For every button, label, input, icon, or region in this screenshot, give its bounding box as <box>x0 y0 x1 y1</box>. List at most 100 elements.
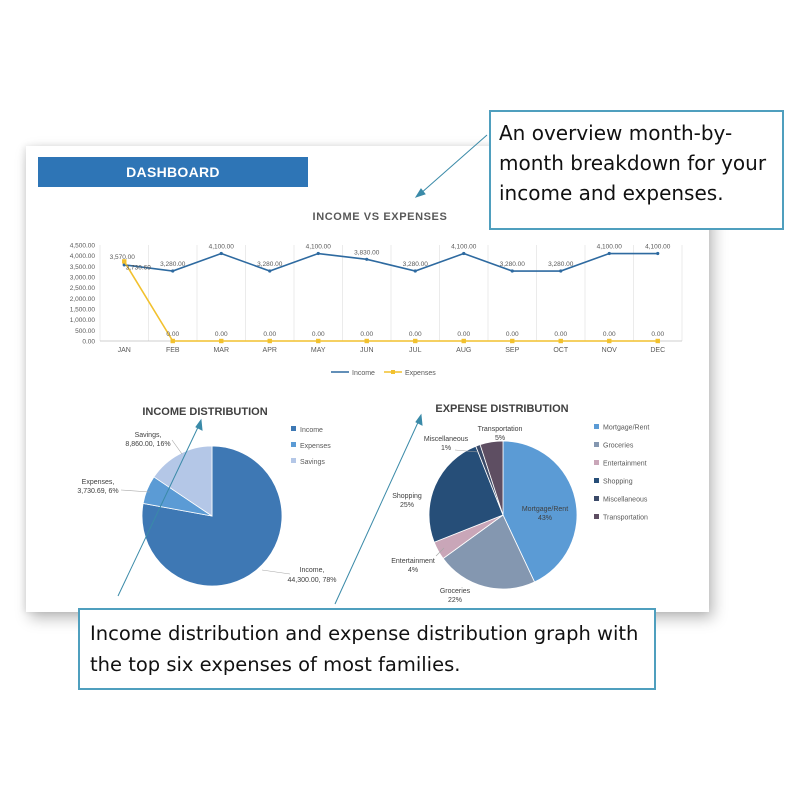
expense-slice-1 <box>442 514 536 590</box>
data-label: 0.00 <box>215 331 228 338</box>
expense-label-mortgage-2: 43% <box>538 515 552 522</box>
series-line-expenses <box>123 260 658 342</box>
y-tick-label: 3,000.00 <box>70 275 96 282</box>
income-pie-data-labels: Savings, 8,860.00, 16% Expenses, 3,730.6… <box>77 432 336 584</box>
data-label: 3,280.00 <box>548 261 574 268</box>
legend-expenses: Expenses <box>405 370 436 377</box>
expense-pie <box>428 440 578 590</box>
callout-distribution: Income distribution and expense distribu… <box>78 608 656 690</box>
y-tick-label: 2,500.00 <box>70 285 96 292</box>
income-point <box>268 269 272 273</box>
expense-legend-swatch <box>594 442 599 447</box>
income-point <box>559 269 563 273</box>
expense-legend-label: Transportation <box>603 515 648 522</box>
expense-label-entertainment-2: 4% <box>408 567 418 574</box>
income-point <box>607 251 611 256</box>
y-tick-label: 1,000.00 <box>70 317 96 324</box>
y-tick-label: 4,000.00 <box>70 253 96 260</box>
data-label: 0.00 <box>554 331 567 338</box>
x-tick-label: MAY <box>311 347 326 354</box>
arrow-to-income-pie <box>117 422 201 597</box>
expense-slice-3 <box>428 445 504 543</box>
x-tick-label: NOV <box>602 347 618 354</box>
income-point <box>413 269 417 273</box>
expenses-point <box>558 338 563 344</box>
expenses-point <box>655 338 660 344</box>
expense-label-groceries-1: Groceries <box>440 588 471 595</box>
expense-label-transport-2: 5% <box>495 435 505 442</box>
line-chart-legend: Income Expenses <box>331 370 436 377</box>
expense-legend-swatch <box>594 478 599 483</box>
income-point <box>171 269 175 273</box>
expense-legend-label: Shopping <box>603 479 633 486</box>
income-pie <box>141 445 283 587</box>
data-label: 4,100.00 <box>306 244 332 251</box>
expenses-point <box>461 338 466 344</box>
income-point <box>316 251 320 256</box>
arrow-head-income-pie <box>195 418 203 431</box>
callout-overview: An overview month-by-month breakdown for… <box>489 110 784 230</box>
expense-label-groceries-2: 22% <box>448 597 462 604</box>
series-line-income <box>124 252 658 272</box>
income-legend-savings: Savings <box>300 459 325 466</box>
expense-label-misc-2: 1% <box>441 445 451 452</box>
x-tick-label: DEC <box>650 347 665 354</box>
expense-pie-legend: Mortgage/Rent Groceries Entertainment Shopp… <box>594 424 649 522</box>
x-tick-label: FEB <box>166 347 180 354</box>
expense-label-mortgage-1: Mortgage/Rent <box>522 506 568 513</box>
y-tick-label: 3,500.00 <box>70 264 96 271</box>
line-chart-series: 3,570.00 3,280.00 4,100.00 3,280.00 4,100.00… <box>110 244 671 344</box>
income-slice-2 <box>153 445 213 517</box>
expense-legend-swatch <box>594 514 599 519</box>
income-legend-income: Income <box>300 427 323 434</box>
data-label: 0.00 <box>166 331 179 338</box>
legend-income: Income <box>352 370 375 377</box>
data-label: 4,100.00 <box>645 244 671 251</box>
arrow-head-line-chart <box>414 188 426 198</box>
x-tick-label: OCT <box>553 347 569 354</box>
expense-pie-data-labels: Mortgage/Rent 43% Groceries 22% Entertai… <box>391 426 568 604</box>
data-label: 0.00 <box>506 331 519 338</box>
data-label: 0.00 <box>409 331 422 338</box>
x-tick-label: APR <box>263 347 277 354</box>
income-pie-title: INCOME DISTRIBUTION <box>142 406 267 418</box>
y-tick-label: 4,500.00 <box>70 243 96 250</box>
data-label: 3,570.00 <box>110 254 136 261</box>
data-label: 3,280.00 <box>500 261 526 268</box>
expense-label-shopping-2: 25% <box>400 502 414 509</box>
line-chart-x-axis: JAN FEB MAR APR MAY JUN JUL AUG SEP OCT NOV DEC <box>118 347 666 354</box>
data-label: 3,280.00 <box>160 261 186 268</box>
data-label: 4,100.00 <box>597 244 623 251</box>
expense-legend-swatch <box>594 496 599 501</box>
income-label-expenses-1: Expenses, <box>82 479 115 486</box>
expenses-point <box>607 338 612 344</box>
expenses-point <box>267 338 272 344</box>
y-tick-label: 500.00 <box>75 328 95 335</box>
x-tick-label: SEP <box>505 347 519 354</box>
income-point <box>219 251 223 256</box>
income-point <box>365 257 369 261</box>
expense-slice-0 <box>502 440 578 583</box>
data-label: 4,100.00 <box>451 244 477 251</box>
income-point <box>462 251 466 256</box>
expenses-point <box>170 338 175 344</box>
income-label-savings-2: 8,860.00, 16% <box>125 441 170 448</box>
income-legend-expenses: Expenses <box>300 443 331 450</box>
expenses-point <box>122 259 127 264</box>
expense-legend-swatch <box>594 424 599 429</box>
expense-slice-5 <box>479 440 504 516</box>
expenses-point <box>413 338 418 344</box>
expense-label-misc-1: Miscellaneous <box>424 436 469 443</box>
y-tick-label: 0.00 <box>82 339 95 346</box>
arrow-to-line-chart <box>419 134 488 195</box>
expense-legend-label: Groceries <box>603 443 634 450</box>
expense-label-shopping-1: Shopping <box>392 493 422 500</box>
expense-label-transport-1: Transportation <box>478 426 523 433</box>
income-label-income-1: Income, <box>300 567 325 574</box>
income-pie-legend: Income Expenses Savings <box>291 426 331 466</box>
income-label-expenses-2: 3,730.69, 6% <box>77 488 118 495</box>
data-label: 3,280.00 <box>257 261 283 268</box>
x-tick-label: MAR <box>213 347 229 354</box>
line-chart-title: INCOME VS EXPENSES <box>313 211 448 223</box>
expense-legend-label: Entertainment <box>603 461 647 468</box>
